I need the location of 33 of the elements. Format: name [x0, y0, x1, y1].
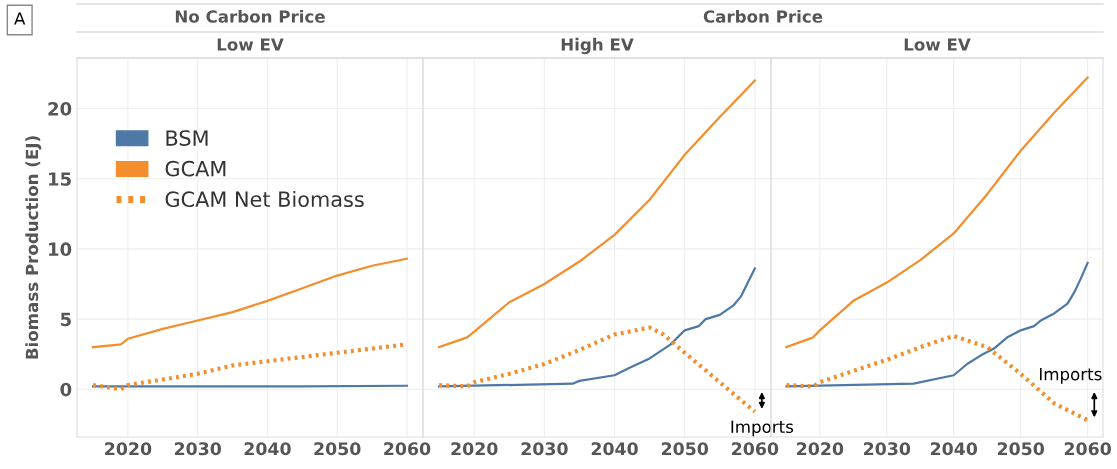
y-tick-label: 20: [48, 101, 72, 116]
chart-title: Carbon Price: [703, 9, 823, 23]
annotation: Imports: [1039, 368, 1102, 384]
annotation: Imports: [731, 420, 794, 437]
x-tick-label: 2030: [864, 442, 911, 456]
x-tick-label: 2050: [661, 442, 709, 456]
x-tick-label: 2050: [997, 442, 1044, 456]
x-tick-label: 2040: [930, 442, 978, 456]
x-tick-label: 2020: [797, 442, 844, 456]
y-tick-label: 5: [60, 312, 71, 327]
y-tick-label: 15: [49, 172, 71, 186]
x-tick-label: 2040: [244, 442, 291, 456]
line-series: [91, 257, 409, 349]
chart-subtitle: High EV: [561, 37, 634, 55]
text: A: [14, 12, 26, 25]
x-tick-label: 2060: [384, 442, 431, 456]
legend-label: GCAM Net Biomass: [165, 190, 364, 208]
x-tick-label: 2020: [105, 442, 152, 456]
y-axis-title: Biomass Production (EJ): [25, 136, 42, 359]
y-tick-label: 10: [49, 242, 72, 257]
chart-subtitle: Low EV: [217, 38, 284, 51]
x-tick-label: 2040: [591, 442, 638, 456]
chart-subtitle: Low EV: [904, 38, 971, 51]
legend-label: BSM: [166, 130, 208, 146]
chart-title: No Carbon Price: [175, 9, 325, 23]
x-tick-label: 2020: [451, 442, 498, 456]
x-tick-label: 2060: [1064, 442, 1111, 456]
legend-label: GCAM: [165, 160, 226, 177]
x-tick-label: 2030: [521, 442, 568, 456]
x-tick-label: 2030: [174, 442, 222, 456]
y-tick-label: 0: [60, 382, 72, 397]
x-tick-label: 2060: [732, 442, 779, 456]
x-tick-label: 2050: [314, 442, 361, 456]
